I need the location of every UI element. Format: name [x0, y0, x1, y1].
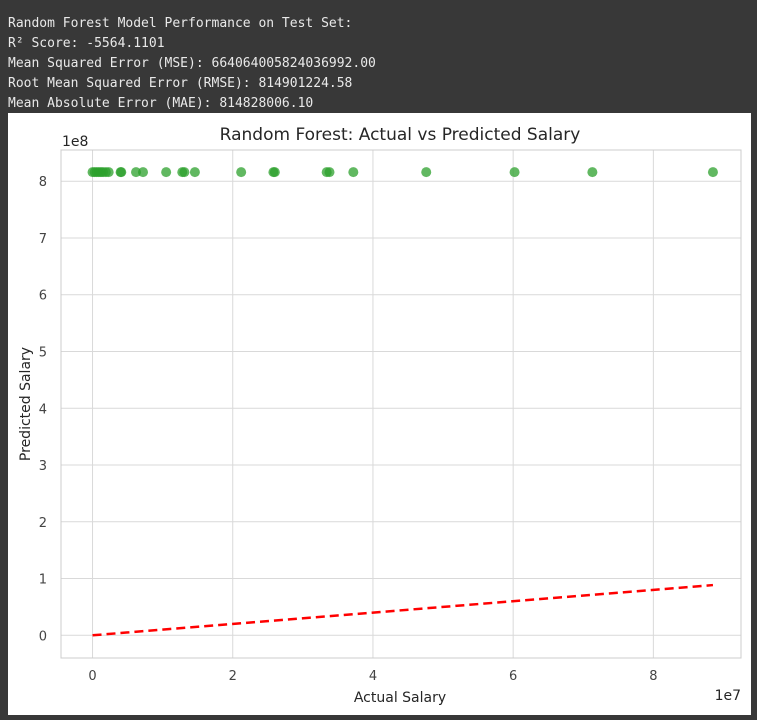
scatter-point — [707, 167, 718, 178]
scatter-point — [189, 167, 200, 178]
scatter-point — [421, 167, 432, 178]
y-tick-label: 4 — [39, 402, 47, 417]
y-axis-label: Predicted Salary — [18, 347, 34, 461]
x-tick-label: 0 — [88, 669, 96, 684]
scatter-point — [161, 167, 172, 178]
y-offset-label: 1e8 — [62, 134, 88, 150]
scatter-point — [138, 167, 149, 178]
console-line-mae: Mean Absolute Error (MAE): 814828006.10 — [8, 96, 314, 111]
scatter-point — [103, 167, 114, 178]
plot-frame — [60, 149, 742, 659]
scatter-chart: 0 2 4 6 8 0 1 2 3 4 5 6 7 8 Random Forest: Actual vs… — [18, 125, 742, 706]
console-line-rmse: Root Mean Squared Error (RMSE): 81490122… — [8, 76, 353, 91]
scatter-point — [269, 167, 280, 178]
y-tick-label: 6 — [39, 289, 47, 304]
reference-line — [92, 583, 714, 637]
x-tick-labels: 0 2 4 6 8 — [88, 669, 657, 684]
y-tick-labels: 0 1 2 3 4 5 6 7 8 — [39, 175, 47, 644]
y-tick-label: 8 — [39, 175, 47, 190]
x-axis-label: Actual Salary — [354, 690, 446, 706]
scatter-point — [179, 167, 190, 178]
chart-title: Random Forest: Actual vs Predicted Salar… — [220, 125, 581, 145]
x-tick-label: 4 — [369, 669, 377, 684]
data-marks — [87, 167, 718, 637]
figure: 0 2 4 6 8 0 1 2 3 4 5 6 7 8 Random Forest: Actual vs… — [8, 113, 751, 715]
y-tick-label: 5 — [39, 345, 47, 360]
x-offset-label: 1e7 — [715, 688, 741, 704]
y-tick-label: 0 — [39, 629, 47, 644]
console-line-r2-score: R² Score: -5564.1101 — [8, 36, 165, 51]
x-tick-label: 6 — [509, 669, 517, 684]
y-tick-label: 7 — [39, 232, 47, 247]
gridlines — [61, 150, 741, 658]
scatter-point — [509, 167, 520, 178]
console-line-heading: Random Forest Model Performance on Test … — [8, 16, 353, 31]
scatter-point — [236, 167, 247, 178]
scatter-point — [116, 167, 127, 178]
y-tick-label: 2 — [39, 516, 47, 531]
y-tick-label: 3 — [39, 459, 47, 474]
scatter-point — [587, 167, 598, 178]
scatter-point — [131, 167, 142, 178]
console-line-mse: Mean Squared Error (MSE): 66406400582403… — [8, 56, 376, 71]
x-tick-label: 8 — [649, 669, 657, 684]
scatter-point — [324, 167, 335, 178]
console-output: Random Forest Model Performance on Test … — [0, 0, 757, 113]
scatter-point — [348, 167, 359, 178]
y-tick-label: 1 — [39, 573, 47, 588]
x-tick-label: 2 — [229, 669, 237, 684]
